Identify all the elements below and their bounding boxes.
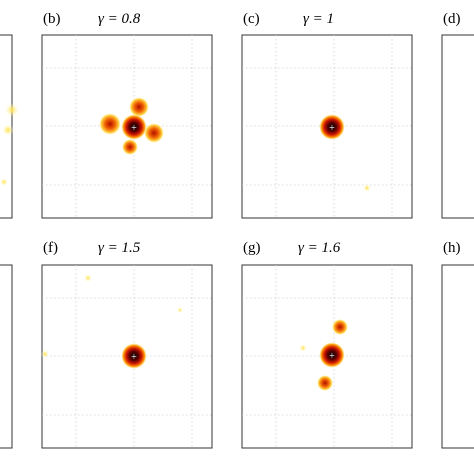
panel-frame [0, 264, 13, 449]
panel-label: (g) [243, 240, 261, 256]
side-lobe [99, 113, 121, 135]
panel-title: γ = 0.8 [98, 11, 141, 27]
panel-title: γ = 1.6 [298, 240, 341, 256]
spot [177, 307, 183, 313]
marker: + [131, 352, 137, 363]
spot [363, 184, 371, 192]
panel-label: (h) [443, 240, 461, 256]
spot [2, 124, 14, 136]
side-lobe [122, 139, 138, 155]
spot [41, 350, 49, 358]
main-peak [121, 343, 147, 369]
side-lobe [129, 97, 149, 117]
spot [84, 274, 92, 282]
spot [5, 103, 19, 117]
panel-label: (c) [243, 11, 260, 27]
panel-label: (d) [443, 11, 461, 27]
panel-title: γ = 1 [303, 11, 334, 27]
marker: + [329, 123, 335, 134]
spot [0, 178, 8, 186]
main-peak [121, 114, 147, 140]
spot [299, 344, 307, 352]
panel-frame [441, 264, 474, 449]
panel-label: (f) [43, 240, 58, 256]
panel-frame [441, 34, 474, 219]
side-lobe [317, 375, 333, 391]
marker: + [329, 351, 335, 362]
side-lobe [332, 319, 348, 335]
marker: + [131, 123, 137, 134]
main-peak [319, 342, 345, 368]
panel-label: (b) [43, 11, 61, 27]
main-peak [319, 114, 345, 140]
side-lobe [144, 123, 164, 143]
panel-title: γ = 1.5 [98, 240, 141, 256]
